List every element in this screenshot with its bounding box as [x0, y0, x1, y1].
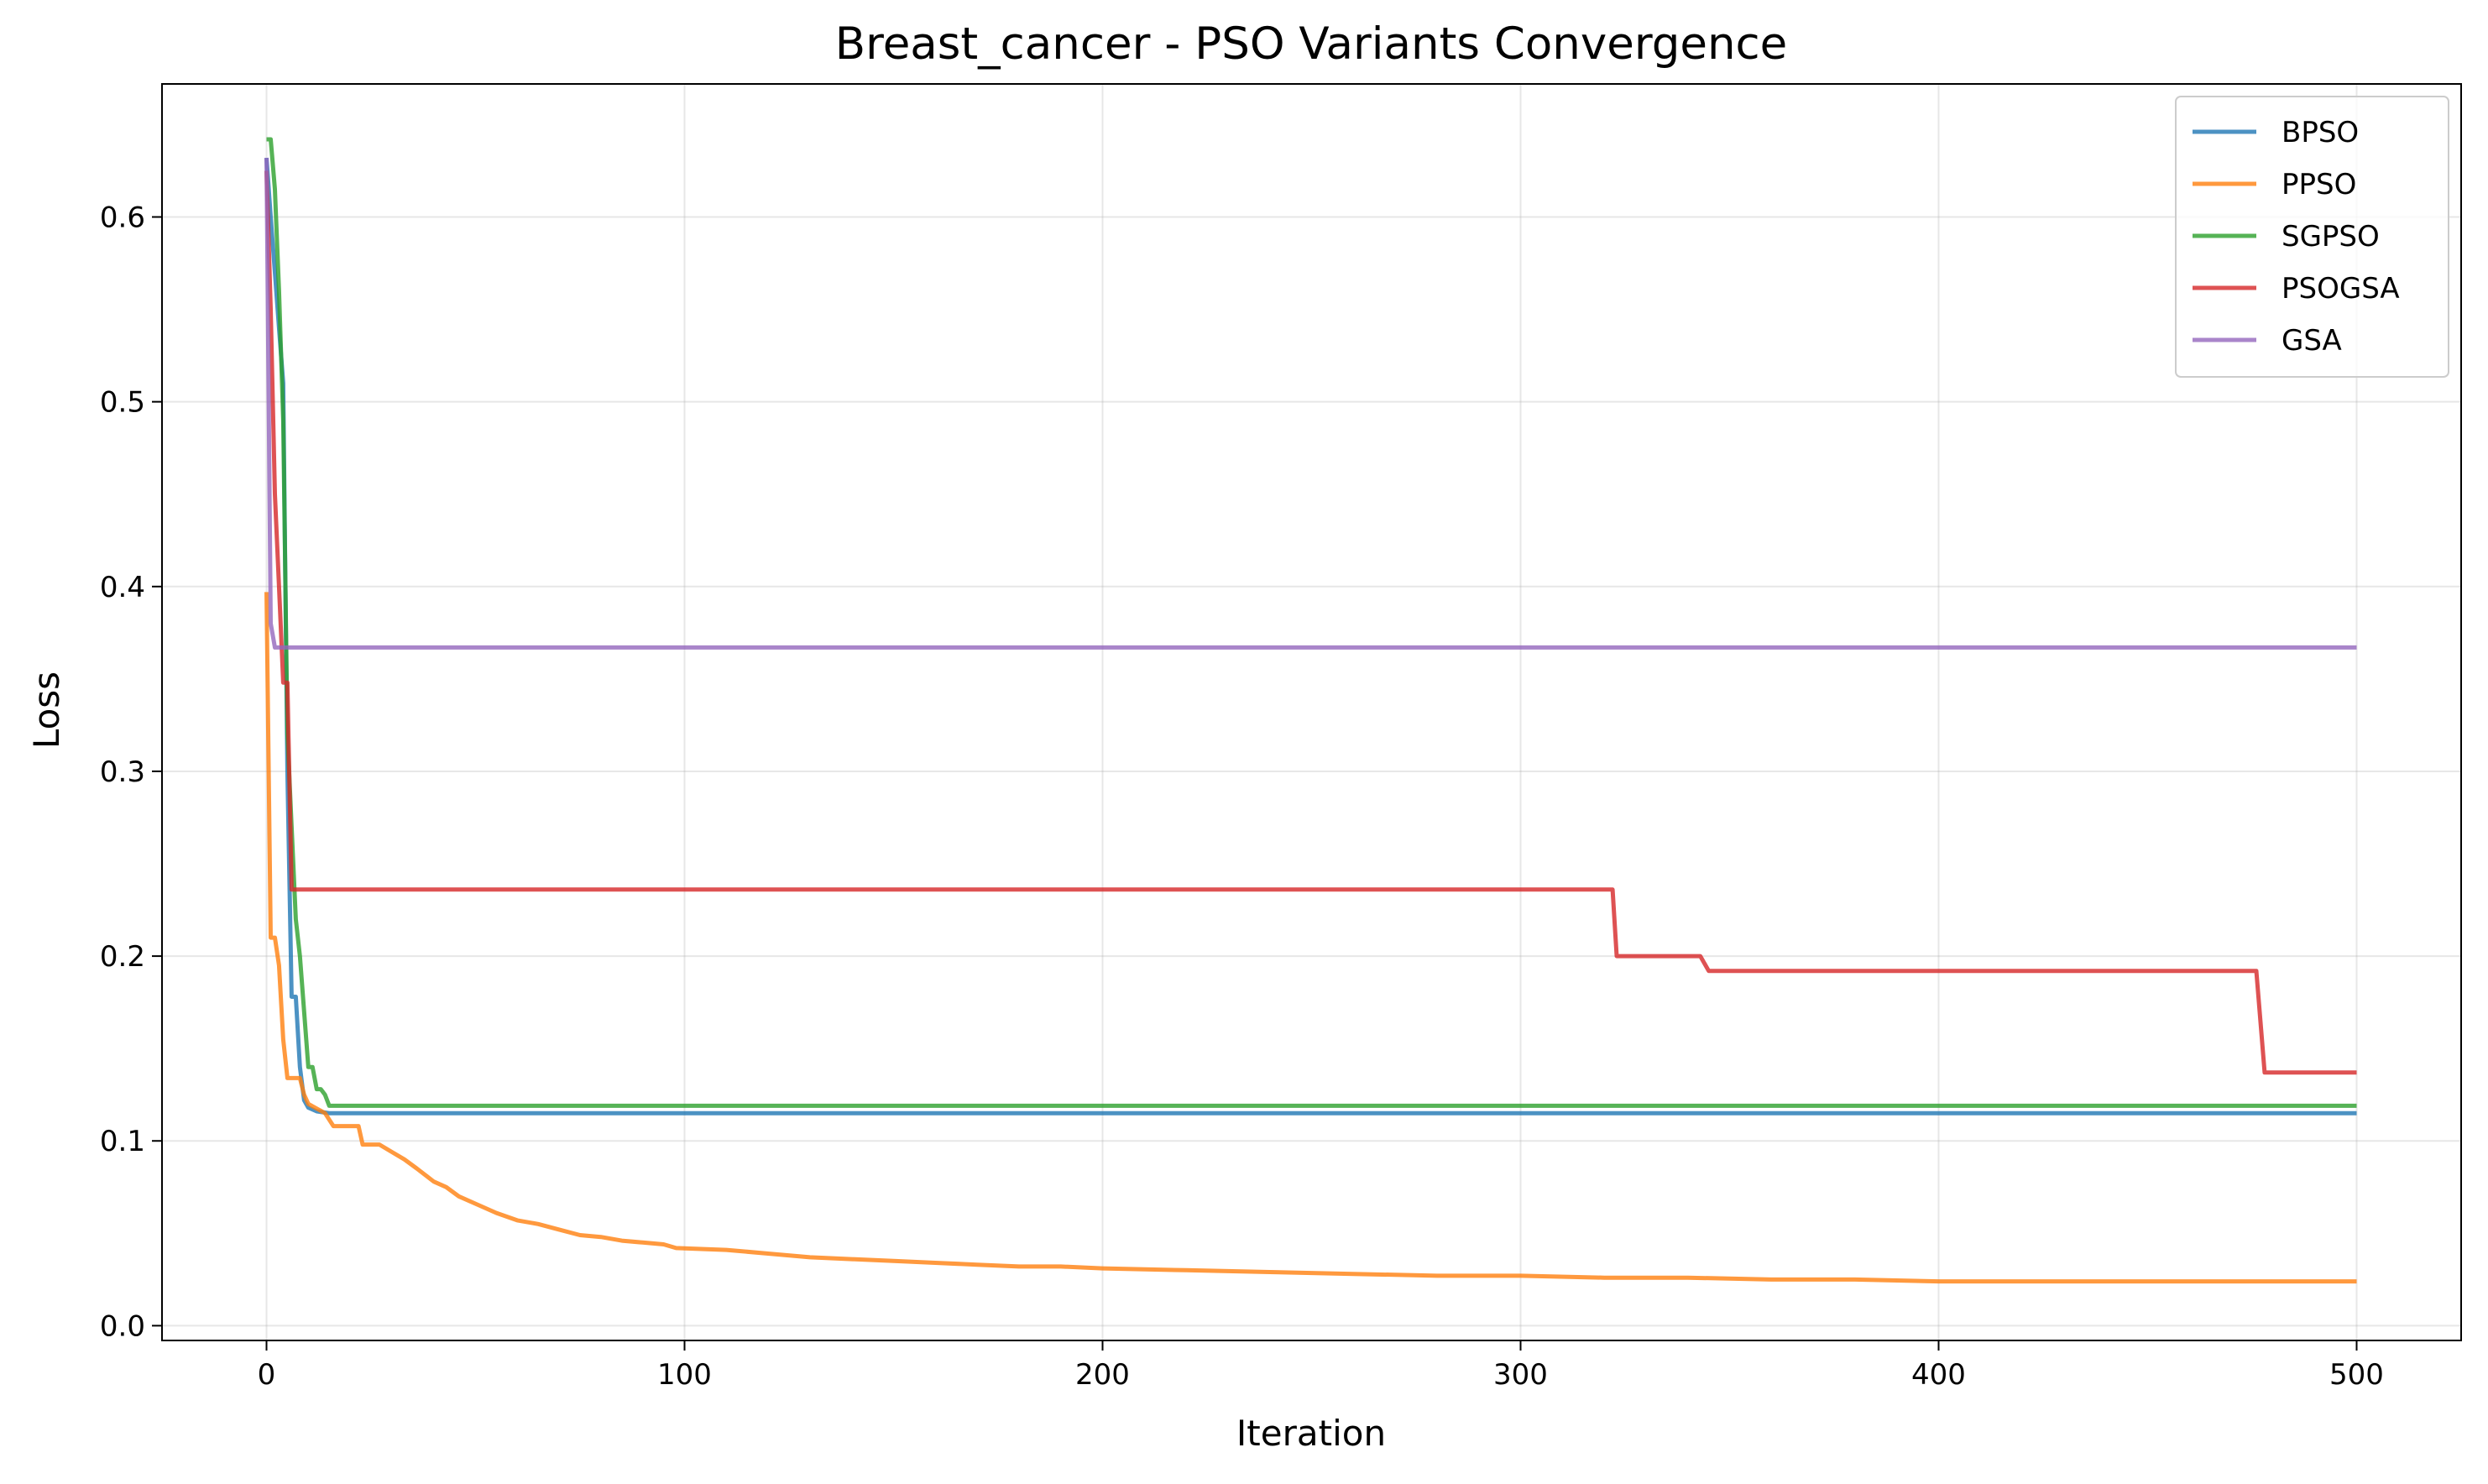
y-tick-label: 0.5 — [100, 386, 145, 420]
chart-title: Breast_cancer - PSO Variants Convergence — [835, 18, 1788, 70]
x-tick-label: 300 — [1493, 1358, 1548, 1392]
y-tick-label: 0.0 — [100, 1309, 145, 1343]
legend-box — [2175, 96, 2449, 378]
series-line-sgpso — [266, 137, 2357, 1108]
series-line-psogsa — [264, 170, 2357, 1075]
legend-label-ppso: PPSO — [2282, 168, 2356, 201]
y-tick-label: 0.2 — [100, 940, 145, 974]
series-line-gsa — [264, 158, 2357, 650]
legend-label-bpso: BPSO — [2282, 116, 2359, 149]
legend: BPSO PPSO SGPSO PSOGSA GSA — [2175, 96, 2449, 378]
series-layer — [264, 137, 2357, 1284]
x-tick-label: 400 — [1911, 1358, 1966, 1392]
x-tick-label: 500 — [2329, 1358, 2384, 1392]
ticks-layer: 0 100 200 300 400 500 0.0 0.1 0.2 0.3 0.4 0.5 0.6 — [100, 201, 2384, 1392]
series-line-ppso — [264, 592, 2357, 1284]
legend-label-sgpso: SGPSO — [2282, 220, 2380, 253]
y-axis-label: Loss — [26, 671, 67, 749]
legend-label-psogsa: PSOGSA — [2282, 272, 2400, 306]
series-line-bpso — [264, 157, 2357, 1116]
x-tick-label: 100 — [657, 1358, 712, 1392]
plot-frame — [161, 83, 2462, 1341]
x-tick-label: 200 — [1075, 1358, 1130, 1392]
y-tick-label: 0.6 — [100, 201, 145, 235]
y-tick-label: 0.4 — [100, 571, 145, 604]
x-axis-label: Iteration — [1236, 1413, 1386, 1454]
y-tick-label: 0.3 — [100, 755, 145, 789]
x-tick-label: 0 — [258, 1358, 276, 1392]
legend-label-gsa: GSA — [2282, 324, 2342, 358]
y-tick-label: 0.1 — [100, 1125, 145, 1158]
